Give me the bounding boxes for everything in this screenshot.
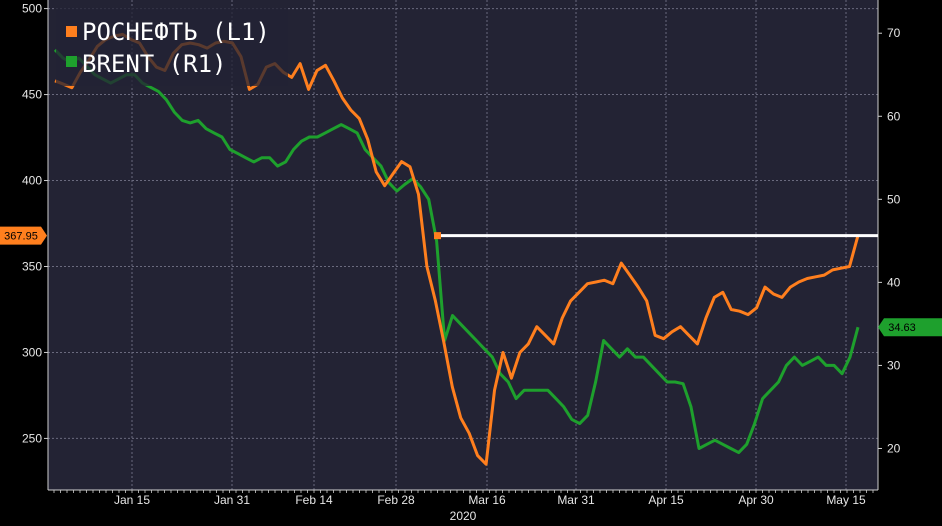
- legend-background: [56, 8, 288, 86]
- right-axis-ticks: 20 30 40 50 60 70: [878, 26, 901, 455]
- x-tick-label: Mar 31: [557, 493, 595, 507]
- right-value-badge-shape: [878, 318, 942, 337]
- x-tick-label: Feb 28: [377, 493, 415, 507]
- reference-start-marker: [434, 232, 441, 240]
- right-tick-label: 60: [887, 109, 901, 123]
- left-tick-label: 350: [22, 259, 42, 273]
- gridlines: [48, 0, 878, 490]
- left-value-badge-text: 367.95: [4, 231, 38, 243]
- x-tick-label: Apr 15: [648, 493, 684, 507]
- left-tick-label: 400: [22, 174, 42, 188]
- right-tick-label: 50: [887, 192, 901, 206]
- left-tick-label: 450: [22, 88, 42, 102]
- x-year-label: 2020: [450, 509, 477, 523]
- right-tick-label: 20: [887, 441, 901, 455]
- x-axis-ticks: Jan 15 Jan 31 Feb 14 Feb 28 Mar 16 Mar 31 Apr …: [53, 490, 874, 507]
- x-tick-label: Mar 16: [468, 493, 506, 507]
- right-tick-label: 30: [887, 358, 901, 372]
- x-tick-label: Apr 30: [738, 493, 774, 507]
- legend-label-rosneft: РОСНЕФТЬ (L1): [82, 18, 270, 46]
- legend-swatch-rosneft: [66, 26, 77, 37]
- legend: РОСНЕФТЬ (L1) BRENT (R1): [56, 8, 288, 86]
- left-axis-ticks: 250 300 350 400 450 500: [22, 2, 48, 445]
- legend-swatch-brent: [66, 56, 77, 67]
- right-tick-label: 40: [887, 275, 901, 289]
- right-value-badge-text: 34.63: [888, 322, 916, 334]
- series-line-brent: [53, 48, 860, 455]
- x-tick-label: May 15: [826, 493, 866, 507]
- left-tick-label: 250: [22, 431, 42, 445]
- left-tick-label: 300: [22, 345, 42, 359]
- left-value-badge: 367.95: [0, 226, 47, 245]
- legend-label-brent: BRENT (R1): [82, 50, 227, 78]
- x-tick-label: Jan 15: [114, 493, 150, 507]
- left-value-badge-shape: [0, 226, 47, 245]
- left-tick-label: 500: [22, 2, 42, 16]
- x-tick-label: Jan 31: [214, 493, 250, 507]
- right-value-badge: 34.63: [878, 318, 942, 337]
- right-tick-label: 70: [887, 26, 901, 40]
- x-tick-label: Feb 14: [295, 493, 333, 507]
